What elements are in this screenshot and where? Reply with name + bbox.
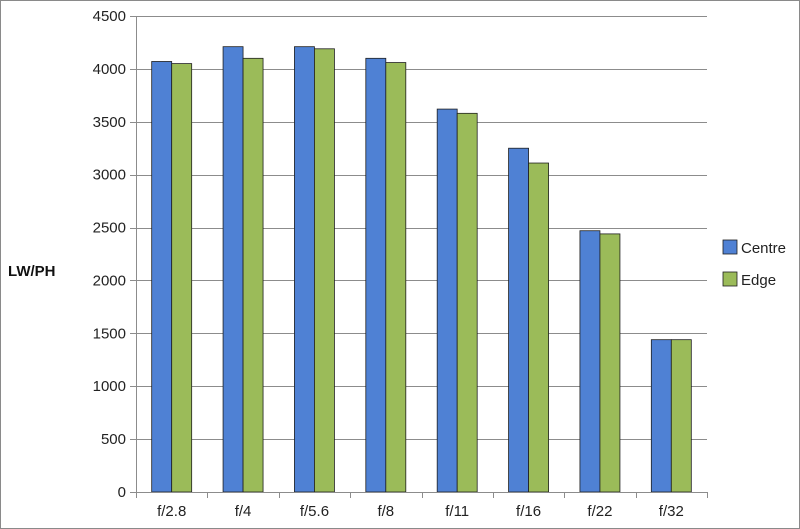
- x-tick-label: f/32: [659, 503, 684, 520]
- bar-edge-f16: [529, 163, 549, 492]
- bar-centre-f11: [437, 109, 457, 492]
- y-tick-label: 4000: [93, 61, 126, 78]
- y-tick-label: 4500: [93, 8, 126, 25]
- bar-edge-f32: [671, 340, 691, 492]
- y-tick-label: 500: [101, 431, 126, 448]
- legend-swatch-centre: [723, 240, 737, 254]
- bar-centre-f22: [580, 231, 600, 492]
- axes: [130, 16, 708, 498]
- bar-centre-f32: [651, 340, 671, 492]
- legend: Centre Edge: [723, 240, 786, 289]
- bar-centre-f8: [366, 58, 386, 492]
- y-tick-label: 0: [118, 484, 126, 501]
- x-tick-label: f/11: [445, 503, 469, 520]
- x-tick-label: f/5.6: [300, 503, 329, 520]
- y-tick-labels: 0 500 1000 1500 2000 2500 3000 3500 4000 4500: [93, 8, 126, 501]
- gridlines: [136, 17, 707, 440]
- bar-centre-f4: [223, 47, 243, 492]
- bar-edge-f28: [172, 64, 192, 492]
- x-tick-label: f/2.8: [157, 503, 186, 520]
- bar-edge-f8: [386, 63, 406, 492]
- bar-centre-f28: [152, 61, 172, 492]
- bar-edge-f56: [314, 49, 334, 492]
- bar-edge-f22: [600, 234, 620, 492]
- legend-label-edge: Edge: [741, 272, 776, 289]
- y-tick-label: 3000: [93, 167, 126, 184]
- bar-centre-f16: [509, 148, 529, 492]
- y-tick-label: 3500: [93, 114, 126, 131]
- bars: [152, 47, 692, 492]
- bar-edge-f4: [243, 58, 263, 492]
- x-tick-label: f/16: [516, 503, 541, 520]
- x-tick-labels: f/2.8 f/4 f/5.6 f/8 f/11 f/16 f/22 f/32: [157, 503, 684, 520]
- y-tick-label: 1000: [93, 378, 126, 395]
- x-tick-label: f/8: [377, 503, 394, 520]
- x-tick-label: f/22: [587, 503, 612, 520]
- y-tick-label: 2000: [93, 272, 126, 289]
- y-tick-label: 2500: [93, 220, 126, 237]
- x-tick-label: f/4: [235, 503, 252, 520]
- bar-centre-f56: [294, 47, 314, 492]
- legend-label-centre: Centre: [741, 240, 786, 257]
- y-axis-label: LW/PH: [8, 263, 56, 280]
- bar-edge-f11: [457, 113, 477, 492]
- y-tick-label: 1500: [93, 325, 126, 342]
- legend-swatch-edge: [723, 272, 737, 286]
